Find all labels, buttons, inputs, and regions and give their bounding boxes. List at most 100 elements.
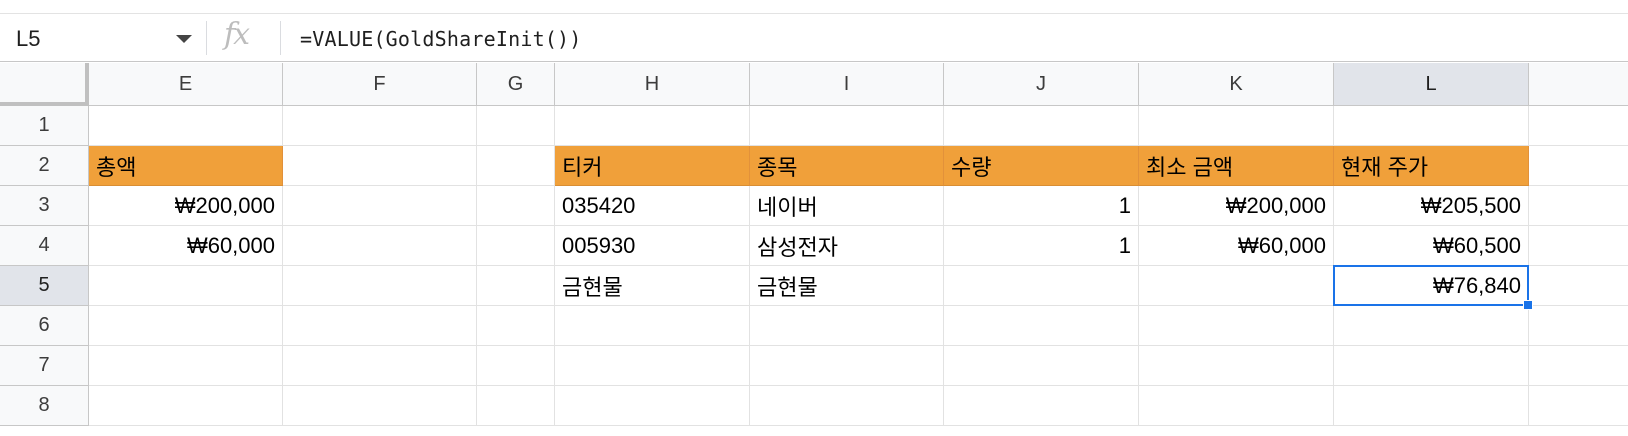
- column-header-f[interactable]: F: [283, 63, 477, 106]
- fx-icon: fx: [224, 17, 250, 52]
- cell-h4[interactable]: 005930: [555, 226, 750, 266]
- cell-e2[interactable]: 총액: [89, 146, 283, 186]
- cell-j6[interactable]: [944, 306, 1139, 346]
- cell-f1[interactable]: [283, 106, 477, 146]
- cell-filler: [1529, 226, 1628, 266]
- cell-h1[interactable]: [555, 106, 750, 146]
- column-header-h[interactable]: H: [555, 63, 750, 106]
- cell-filler: [1529, 146, 1628, 186]
- cell-filler: [1529, 346, 1628, 386]
- cell-filler: [1529, 186, 1628, 226]
- window-top-bar: [0, 0, 1628, 14]
- cell-e3[interactable]: ₩200,000: [89, 186, 283, 226]
- cell-f8[interactable]: [283, 386, 477, 426]
- cell-f5[interactable]: [283, 266, 477, 306]
- divider: [280, 21, 281, 55]
- cell-l2[interactable]: 현재 주가: [1334, 146, 1529, 186]
- row-header-8[interactable]: 8: [0, 386, 89, 426]
- cell-j8[interactable]: [944, 386, 1139, 426]
- column-header-i[interactable]: I: [750, 63, 944, 106]
- cell-g3[interactable]: [477, 186, 555, 226]
- cell-i2[interactable]: 종목: [750, 146, 944, 186]
- cell-filler: [1529, 386, 1628, 426]
- row-header-5[interactable]: 5: [0, 266, 89, 306]
- cell-i3[interactable]: 네이버: [750, 186, 944, 226]
- cell-k7[interactable]: [1139, 346, 1334, 386]
- cell-g5[interactable]: [477, 266, 555, 306]
- row-header-7[interactable]: 7: [0, 346, 89, 386]
- cell-h5[interactable]: 금현물: [555, 266, 750, 306]
- cell-g6[interactable]: [477, 306, 555, 346]
- cell-k5[interactable]: [1139, 266, 1334, 306]
- row-header-3[interactable]: 3: [0, 186, 89, 226]
- cell-l6[interactable]: [1334, 306, 1529, 346]
- cell-k2[interactable]: 최소 금액: [1139, 146, 1334, 186]
- cell-k6[interactable]: [1139, 306, 1334, 346]
- divider: [206, 21, 207, 55]
- cell-i1[interactable]: [750, 106, 944, 146]
- cell-l5[interactable]: ₩76,840: [1334, 266, 1529, 306]
- row-header-6[interactable]: 6: [0, 306, 89, 346]
- cell-h3[interactable]: 035420: [555, 186, 750, 226]
- cell-l7[interactable]: [1334, 346, 1529, 386]
- cell-h8[interactable]: [555, 386, 750, 426]
- cell-e6[interactable]: [89, 306, 283, 346]
- column-header-l[interactable]: L: [1334, 63, 1529, 106]
- cell-k3[interactable]: ₩200,000: [1139, 186, 1334, 226]
- cell-g7[interactable]: [477, 346, 555, 386]
- select-all-corner[interactable]: [0, 63, 89, 106]
- cell-e4[interactable]: ₩60,000: [89, 226, 283, 266]
- cell-g1[interactable]: [477, 106, 555, 146]
- cell-h6[interactable]: [555, 306, 750, 346]
- cell-l1[interactable]: [1334, 106, 1529, 146]
- cell-g8[interactable]: [477, 386, 555, 426]
- column-header-filler: [1529, 63, 1628, 106]
- cell-i7[interactable]: [750, 346, 944, 386]
- cell-j4[interactable]: 1: [944, 226, 1139, 266]
- cell-j1[interactable]: [944, 106, 1139, 146]
- formula-bar: L5 fx =VALUE(GoldShareInit()): [0, 15, 1628, 62]
- fill-handle[interactable]: [1523, 300, 1533, 310]
- cell-filler: [1529, 106, 1628, 146]
- cell-k8[interactable]: [1139, 386, 1334, 426]
- cell-filler: [1529, 266, 1628, 306]
- column-header-g[interactable]: G: [477, 63, 555, 106]
- cell-j2[interactable]: 수량: [944, 146, 1139, 186]
- cell-k4[interactable]: ₩60,000: [1139, 226, 1334, 266]
- cell-j5[interactable]: [944, 266, 1139, 306]
- name-box-value: L5: [16, 26, 41, 51]
- row-header-2[interactable]: 2: [0, 146, 89, 186]
- cell-k1[interactable]: [1139, 106, 1334, 146]
- cell-i8[interactable]: [750, 386, 944, 426]
- cell-e7[interactable]: [89, 346, 283, 386]
- cell-h7[interactable]: [555, 346, 750, 386]
- cell-f2[interactable]: [283, 146, 477, 186]
- formula-input[interactable]: =VALUE(GoldShareInit()): [300, 27, 582, 51]
- chevron-down-icon[interactable]: [176, 35, 192, 43]
- cell-g4[interactable]: [477, 226, 555, 266]
- cell-l8[interactable]: [1334, 386, 1529, 426]
- cell-i5[interactable]: 금현물: [750, 266, 944, 306]
- cell-e8[interactable]: [89, 386, 283, 426]
- cell-l4[interactable]: ₩60,500: [1334, 226, 1529, 266]
- column-header-k[interactable]: K: [1139, 63, 1334, 106]
- cell-f3[interactable]: [283, 186, 477, 226]
- cell-filler: [1529, 306, 1628, 346]
- cell-i4[interactable]: 삼성전자: [750, 226, 944, 266]
- column-header-j[interactable]: J: [944, 63, 1139, 106]
- column-header-e[interactable]: E: [89, 63, 283, 106]
- cell-e1[interactable]: [89, 106, 283, 146]
- cell-h2[interactable]: 티커: [555, 146, 750, 186]
- row-header-4[interactable]: 4: [0, 226, 89, 266]
- cell-f4[interactable]: [283, 226, 477, 266]
- cell-e5[interactable]: [89, 266, 283, 306]
- cell-i6[interactable]: [750, 306, 944, 346]
- cell-f7[interactable]: [283, 346, 477, 386]
- cell-j7[interactable]: [944, 346, 1139, 386]
- row-header-1[interactable]: 1: [0, 106, 89, 146]
- cell-g2[interactable]: [477, 146, 555, 186]
- cell-j3[interactable]: 1: [944, 186, 1139, 226]
- name-box[interactable]: L5: [0, 15, 196, 62]
- cell-f6[interactable]: [283, 306, 477, 346]
- cell-l3[interactable]: ₩205,500: [1334, 186, 1529, 226]
